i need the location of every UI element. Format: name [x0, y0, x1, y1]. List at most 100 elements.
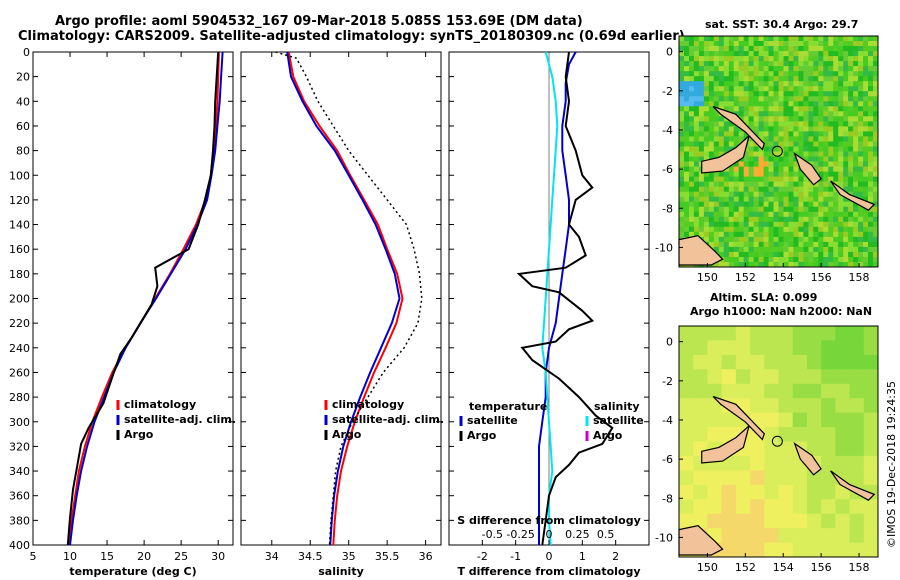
map-cell [798, 201, 804, 208]
map-cell [723, 196, 730, 203]
map-cell [693, 56, 700, 62]
map-cell [843, 61, 849, 67]
map-cell [758, 196, 765, 203]
map-cell [848, 96, 854, 102]
map-cell [693, 111, 700, 117]
map-cell [868, 236, 874, 243]
map-cell [698, 176, 705, 183]
map-cell [758, 116, 765, 122]
map-cell [788, 36, 794, 42]
map-cell [843, 66, 849, 72]
map-cell [778, 201, 784, 208]
map-cell [803, 56, 809, 62]
map-cell [848, 116, 854, 122]
map-cell [718, 46, 725, 52]
map-cell [753, 216, 760, 223]
map-cell [718, 236, 725, 243]
series-line-temperature-satellite-adj--clim- [69, 51, 224, 546]
map-cell [768, 196, 774, 203]
y-tick-label: 20 [16, 71, 30, 84]
map-cell [679, 226, 685, 233]
map-cell [753, 196, 760, 203]
map-cell [689, 121, 695, 127]
map-cell [679, 383, 694, 399]
title-line-1: Argo profile: aoml 5904532_167 09-Mar-20… [55, 14, 583, 29]
map-cell [843, 116, 849, 122]
map-cell [783, 176, 789, 183]
map-cell [808, 116, 814, 122]
map-cell [858, 236, 864, 243]
map-cell [848, 71, 854, 77]
map-cell [833, 226, 839, 233]
map-cell [863, 236, 869, 243]
map-cell [798, 86, 804, 92]
map-cell [698, 41, 705, 47]
map-cell [818, 101, 824, 107]
map-cell [723, 221, 730, 228]
map-cell [813, 106, 819, 112]
map-cell [848, 211, 854, 218]
map-cell [758, 61, 765, 67]
map-cell [858, 226, 864, 233]
map-cell [778, 166, 784, 173]
map-y-tick-label: -2 [662, 375, 673, 388]
map-cell [778, 383, 794, 399]
map-cell [863, 131, 869, 137]
map-cell [713, 71, 720, 77]
map-cell [828, 241, 834, 248]
map-cell [718, 262, 725, 268]
map-cell [783, 116, 789, 122]
map-cell [707, 369, 723, 385]
map-cell [768, 136, 774, 142]
map-cell [813, 236, 819, 243]
map-cell [792, 499, 808, 515]
map-cell [818, 81, 824, 87]
map-cell [823, 176, 829, 183]
map-cell [873, 221, 879, 228]
map-cell [863, 96, 869, 102]
map-cell [708, 141, 715, 147]
map-cell [849, 354, 865, 370]
map-cell [728, 56, 735, 62]
map-cell [723, 146, 730, 152]
map-cell [743, 121, 750, 127]
map-cell [733, 262, 740, 268]
map-cell [708, 101, 715, 107]
map-cell [823, 76, 829, 82]
map-cell [768, 156, 774, 162]
map-cell [806, 441, 822, 457]
map-cell [738, 76, 745, 82]
map-cell [853, 141, 859, 147]
map-cell [813, 141, 819, 147]
map-cell [853, 116, 859, 122]
map-cell [750, 398, 765, 414]
map-cell [853, 131, 859, 137]
map-cell [773, 86, 779, 92]
map-cell [763, 106, 770, 112]
map-cell [868, 141, 874, 147]
map-cell [818, 51, 824, 57]
y-tick-label: 280 [9, 391, 30, 404]
map-cell [763, 136, 770, 142]
map-cell [858, 36, 864, 42]
map-cell [853, 61, 859, 67]
map-cell [798, 236, 804, 243]
map-cell [679, 156, 685, 162]
map-cell [743, 86, 750, 92]
map-cell [849, 340, 865, 356]
map-y-tick-label: -8 [662, 202, 673, 215]
map-cell [828, 56, 834, 62]
map-cell [792, 427, 808, 442]
map-cell [828, 111, 834, 117]
map-cell [748, 96, 755, 102]
map-cell [808, 191, 814, 198]
map-cell [868, 181, 874, 188]
map-cell [823, 91, 829, 97]
map-cell [788, 51, 794, 57]
map-cell [750, 354, 765, 370]
map-cell [793, 121, 799, 127]
map-cell [793, 41, 799, 47]
map-cell [713, 96, 720, 102]
map-cell [728, 262, 735, 268]
map-cell [733, 257, 740, 263]
